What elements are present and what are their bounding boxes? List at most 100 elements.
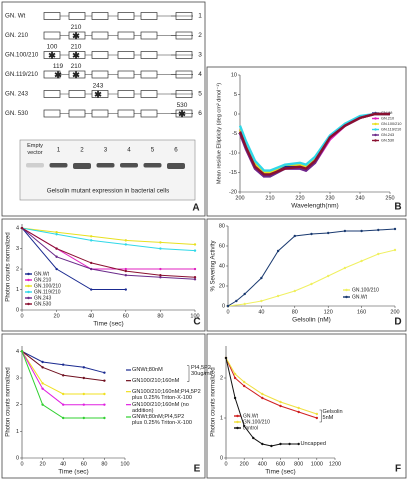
exon-box — [140, 12, 158, 20]
legend-label: GN.100/210 — [243, 419, 270, 425]
x-axis-label: Gelsolin (nM) — [292, 317, 331, 324]
exon-box — [91, 90, 109, 98]
x-tick-label: 250 — [385, 195, 394, 201]
data-point — [297, 410, 300, 414]
data-point — [90, 261, 93, 265]
data-point — [343, 266, 347, 270]
data-point — [103, 416, 106, 420]
data-point — [242, 424, 246, 428]
gel-band — [143, 163, 162, 168]
x-tick-label: 160 — [357, 309, 366, 315]
panel-frame — [1, 1, 206, 217]
data-point — [55, 230, 58, 234]
x-tick-label: 60 — [123, 313, 129, 319]
data-point — [90, 239, 93, 242]
y-tick-label: 0 — [16, 455, 19, 461]
legend-label: GN100/210;160nM (no addition) — [132, 401, 189, 414]
data-point — [82, 366, 86, 369]
panel-letter: C — [193, 317, 200, 328]
data-point — [82, 392, 86, 396]
exon-box — [43, 12, 61, 20]
data-point — [260, 299, 263, 303]
data-point — [261, 396, 264, 400]
data-point — [377, 228, 380, 232]
y-tick-label: -20 — [229, 189, 237, 195]
data-point — [41, 366, 44, 369]
y-tick-label: 4 — [16, 226, 19, 232]
data-point — [124, 243, 128, 246]
x-tick-label: 80 — [101, 461, 107, 467]
y-axis-label: Mean residue Ellipticity (deg cm² dmol⁻¹… — [216, 83, 222, 184]
y-tick-label: -5 — [232, 131, 237, 137]
data-point — [393, 248, 397, 252]
lane-label: 5 — [151, 147, 155, 154]
data-point — [62, 416, 65, 420]
legend-label: GN.210 — [381, 117, 394, 121]
exon-box — [43, 90, 61, 98]
exon-box — [91, 51, 109, 59]
data-point — [20, 350, 24, 353]
data-point — [261, 442, 264, 446]
data-point — [233, 376, 237, 380]
mutation-star: ✱ — [178, 109, 186, 119]
data-point — [41, 382, 44, 385]
data-point — [327, 274, 330, 278]
data-point — [124, 273, 128, 277]
x-axis-label: Time (sec) — [265, 469, 295, 476]
series-line — [21, 227, 196, 280]
legend-label: GN.Wt — [34, 271, 50, 277]
data-point — [193, 243, 197, 246]
series-line — [21, 227, 126, 290]
legend-label: GN.Wt — [352, 294, 368, 300]
mutation-label: 119 — [53, 63, 64, 70]
lane-label: 4 — [127, 147, 131, 154]
gel-band — [49, 163, 68, 168]
row-name: GN.119/210 — [5, 71, 38, 78]
y-tick-label: 0 — [220, 455, 223, 461]
exon-box — [43, 31, 61, 40]
data-point — [124, 239, 128, 242]
y-tick-label: 4 — [16, 349, 19, 355]
gel-band — [73, 163, 91, 169]
lane-label: 1 — [57, 147, 61, 154]
exon-box — [68, 109, 86, 118]
data-point — [310, 232, 313, 236]
x-tick-label: 40 — [88, 313, 94, 319]
series-line — [225, 357, 317, 415]
x-tick-label: 60 — [81, 461, 87, 467]
data-point — [270, 444, 273, 448]
data-point — [41, 387, 44, 390]
legend-label: control — [243, 425, 258, 431]
x-tick-label: 200 — [390, 309, 399, 315]
y-tick-label: 2 — [16, 267, 19, 273]
data-point — [193, 278, 197, 281]
data-point — [315, 416, 319, 420]
data-point — [103, 392, 106, 396]
x-tick-label: 0 — [20, 461, 23, 467]
data-point — [233, 372, 237, 376]
y-tick-label: -15 — [229, 170, 237, 176]
x-tick-label: 20 — [40, 461, 46, 467]
data-point — [41, 403, 44, 406]
series-line — [21, 227, 196, 252]
panel-frame — [1, 333, 206, 479]
data-point — [124, 267, 128, 271]
data-point — [193, 267, 197, 271]
exon-box — [91, 31, 109, 40]
data-point — [103, 379, 106, 382]
exon-box — [68, 70, 86, 79]
exon-box — [117, 70, 135, 79]
series-line — [225, 357, 299, 447]
data-point — [224, 356, 228, 360]
data-point — [279, 404, 282, 408]
exon-box — [91, 70, 109, 79]
y-tick-label: 80 — [219, 223, 225, 229]
y-tick-label: 40 — [219, 263, 225, 269]
x-axis-label: Wavelength(nm) — [291, 203, 338, 210]
data-point — [159, 241, 162, 244]
mutation-label: 210 — [71, 24, 82, 31]
x-tick-label: 0 — [226, 309, 229, 315]
y-tick-label: 1 — [220, 415, 223, 421]
data-point — [193, 249, 197, 252]
